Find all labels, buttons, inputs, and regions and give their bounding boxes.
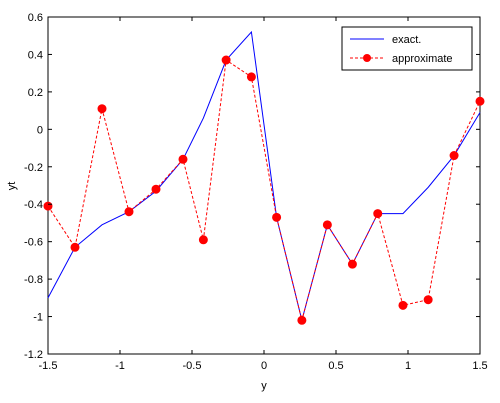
y-tick-label: 0.4 — [28, 49, 43, 61]
series-layer — [43, 30, 485, 325]
x-tick-label: -1 — [115, 360, 125, 372]
legend-marker — [363, 54, 371, 62]
data-point — [449, 151, 459, 161]
data-point — [221, 55, 231, 65]
plot-frame — [47, 16, 481, 355]
data-point — [97, 104, 107, 114]
series-exact — [47, 30, 481, 321]
y-tick-label: -0.2 — [24, 162, 43, 174]
ticks-layer: -1.5 -1 -0.5 0 0.5 1 1.5 -1.2 -1 -0.8 -0.6 -0.4 -0.2… — [24, 12, 488, 372]
data-point — [151, 184, 161, 194]
y-tick-label: -0.8 — [24, 274, 43, 286]
data-point — [70, 242, 80, 252]
legend-entry-label: approximate — [392, 53, 453, 65]
data-point — [297, 315, 307, 325]
x-tick-label: -1.5 — [39, 360, 58, 372]
x-tick-label: -0.5 — [183, 360, 202, 372]
data-point — [322, 220, 332, 230]
legend: exact. approximate — [341, 26, 473, 71]
data-point — [398, 300, 408, 310]
legend-entry-label: exact. — [392, 34, 421, 46]
y-tick-label: 0.2 — [28, 87, 43, 99]
data-point — [124, 207, 134, 217]
x-tick-label: 0.5 — [328, 360, 343, 372]
y-tick-label: 0 — [37, 124, 43, 136]
y-tick-label: -0.6 — [24, 237, 43, 249]
data-point — [475, 96, 485, 106]
y-tick-label: -1 — [33, 312, 43, 324]
x-axis-label: y — [261, 380, 267, 392]
y-tick-label: -1.2 — [24, 349, 43, 361]
x-tick-label: 1 — [405, 360, 411, 372]
legend-box — [341, 26, 473, 71]
series-approximate — [43, 55, 485, 325]
data-point — [272, 212, 282, 222]
series-line — [47, 30, 481, 321]
data-point — [423, 295, 433, 305]
data-point — [373, 209, 383, 219]
data-point — [178, 154, 188, 164]
plot-area — [47, 16, 481, 355]
y-tick-label: -0.4 — [24, 199, 43, 211]
data-point — [246, 72, 256, 82]
x-tick-label: 0 — [261, 360, 267, 372]
data-point — [198, 235, 208, 245]
data-point — [43, 201, 53, 211]
y-tick-label: 0.6 — [28, 12, 43, 24]
y-axis-label: yt — [6, 182, 18, 191]
x-tick-label: 1.5 — [472, 360, 487, 372]
data-point — [347, 259, 357, 269]
